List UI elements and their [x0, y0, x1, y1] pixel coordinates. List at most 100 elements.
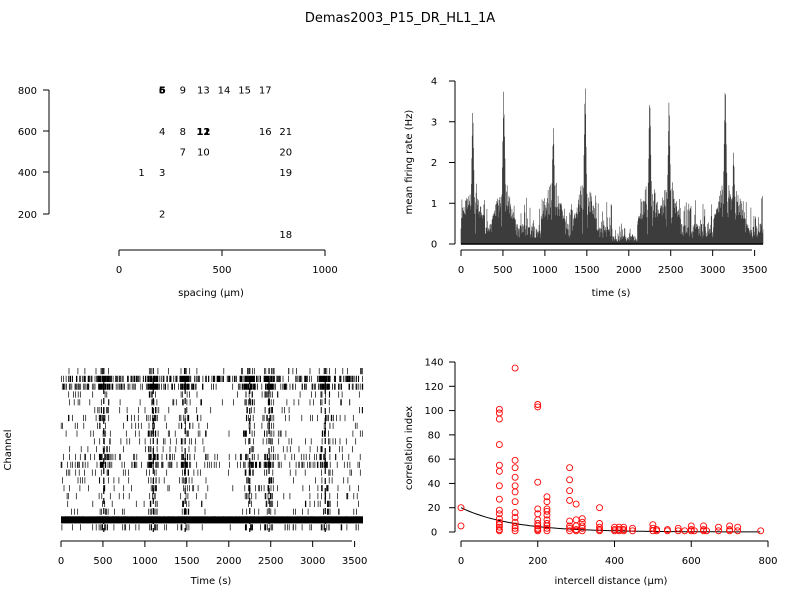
rate-xtick-label: 1000: [532, 265, 557, 276]
corr-point: [543, 524, 551, 532]
raster-xtick-label: 1000: [132, 556, 157, 567]
corr-point: [495, 441, 503, 449]
corr-point: [495, 409, 503, 417]
layout-ytick-label: 600: [18, 127, 37, 138]
raster-xtick-label: 3500: [342, 556, 367, 567]
rate-xtick-label: 3000: [700, 265, 725, 276]
corr-point: [649, 527, 657, 535]
raster-row: [60, 422, 358, 429]
corr-point: [511, 513, 519, 521]
corr-point: [511, 464, 519, 472]
rate-y-label: mean firing rate (Hz): [404, 110, 415, 215]
rate-x-ticks: 0 500 1000 1500 2000 2500 3000 3500: [458, 250, 767, 276]
layout-xtick-label: 0: [116, 265, 122, 276]
corr-point: [629, 524, 636, 532]
corr-point: [700, 522, 707, 530]
corr-point: [543, 527, 551, 535]
corr-point: [511, 473, 519, 481]
corr-point: [534, 527, 542, 535]
corr-point: [596, 504, 603, 512]
raster-y-label: Channel: [3, 429, 14, 470]
rate-ytick-label: 4: [431, 77, 437, 88]
raster-xtick-label: 0: [58, 556, 64, 567]
corr-ytick-label: 40: [428, 479, 441, 490]
corr-point: [511, 456, 519, 464]
corr-point: [495, 495, 503, 503]
corr-xtick-label: 200: [528, 556, 547, 567]
corr-point: [534, 478, 542, 486]
corr-points: [457, 364, 765, 535]
corr-point: [726, 522, 734, 530]
raster-row: [71, 508, 357, 515]
corr-xtick-label: 0: [458, 556, 464, 567]
corr-point: [543, 507, 551, 515]
raster-row: [66, 493, 358, 500]
corr-point: [615, 527, 623, 535]
rate-ytick-label: 1: [431, 199, 437, 210]
rate-y-ticks: 0 1 2 3 4: [431, 77, 455, 251]
raster-row: [66, 469, 361, 476]
layout-ytick-label: 200: [18, 210, 37, 221]
corr-point: [566, 464, 574, 472]
corr-point: [511, 524, 519, 532]
corr-point: [620, 523, 628, 531]
electrode-label: 11: [196, 127, 210, 138]
electrode-label: 1: [138, 168, 144, 179]
corr-point: [495, 461, 503, 469]
electrode-label: 2: [159, 210, 165, 221]
corr-ytick-label: 120: [424, 382, 443, 393]
corr-point: [457, 504, 465, 512]
corr-point: [674, 527, 682, 535]
corr-point: [596, 527, 603, 535]
raster-row: [61, 375, 363, 382]
raster-row: [61, 383, 364, 390]
corr-point: [687, 527, 695, 535]
corr-point: [511, 364, 519, 372]
corr-point: [726, 527, 734, 535]
corr-point: [566, 476, 574, 484]
corr-ytick-label: 80: [428, 430, 441, 441]
panel-corr: 0 20 40 60 80 100 120 140 0 200 400 600 800 interce…: [404, 358, 778, 588]
raster-row: [68, 414, 354, 422]
corr-point: [715, 523, 722, 531]
corr-point: [495, 482, 503, 490]
corr-point: [566, 527, 574, 535]
corr-point: [566, 522, 574, 530]
raster-row: [63, 453, 361, 461]
corr-point: [620, 527, 628, 535]
raster-row: [69, 446, 353, 453]
corr-x-label: intercell distance (µm): [555, 576, 668, 587]
raster-xtick-label: 1500: [174, 556, 199, 567]
raster-row: [94, 407, 363, 414]
raster-row: [61, 524, 359, 531]
corr-point: [578, 524, 586, 532]
rate-trace: [460, 88, 764, 245]
corr-point: [543, 498, 551, 506]
rate-xtick-label: 3500: [742, 265, 767, 276]
corr-point: [578, 522, 586, 530]
corr-ytick-label: 60: [428, 455, 441, 466]
corr-point: [734, 527, 742, 535]
corr-point: [534, 505, 542, 513]
corr-fit-curve: [460, 507, 761, 533]
raster-row: [63, 485, 359, 492]
corr-point: [700, 527, 707, 535]
corr-point: [578, 527, 586, 535]
raster-row: [93, 438, 357, 445]
corr-ytick-label: 140: [424, 358, 443, 369]
corr-point: [495, 523, 503, 531]
electrode-label: 20: [279, 148, 292, 159]
electrode-label: 8: [180, 127, 186, 138]
corr-point: [681, 527, 689, 535]
rate-x-label: time (s): [592, 288, 631, 299]
rate-xtick-label: 1500: [574, 265, 599, 276]
panel-rate: 0 1 2 3 4 0 500 1000 1500 2000 2500 3000 3500 time …: [404, 77, 767, 300]
figure-title: Demas2003_P15_DR_HL1_1A: [305, 11, 495, 26]
corr-xtick-label: 600: [682, 556, 701, 567]
panel-raster: 0 500 1000 1500 2000 2500 3000 3500 Time (s) Ch…: [3, 368, 367, 587]
raster-row: [60, 461, 360, 468]
electrode-label: 4: [159, 127, 165, 138]
electrode-label: 18: [279, 230, 292, 241]
corr-point: [495, 415, 503, 423]
corr-point: [674, 524, 682, 532]
